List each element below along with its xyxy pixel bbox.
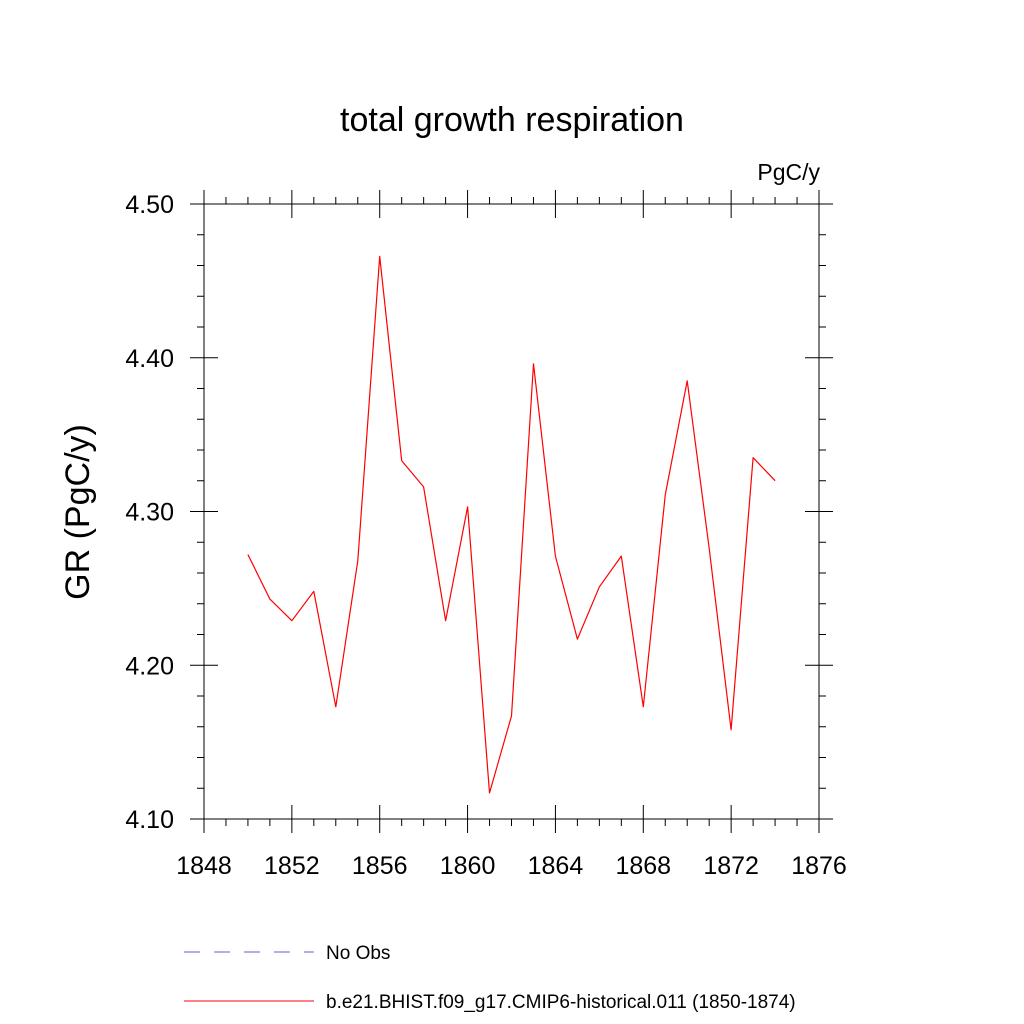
y-tick-label: 4.40 [125,345,174,373]
y-tick-label: 4.20 [125,652,174,680]
legend-label: b.e21.BHIST.f09_g17.CMIP6-historical.011… [326,992,796,1013]
legend-label: No Obs [326,943,390,964]
chart-title: total growth respiration [340,101,684,139]
x-tick-label: 1856 [352,852,408,880]
plot-frame [203,203,820,820]
legend: No Obs b.e21.BHIST.f09_g17.CMIP6-historic… [184,943,796,1013]
units-label: PgC/y [757,159,820,185]
y-tick-label: 4.30 [125,499,174,527]
plot-area: 1848 1852 1856 1860 1864 1868 1872 1876 4.10 4.20… [125,190,847,880]
x-tick-label: 1864 [528,852,584,880]
x-tick-label: 1852 [264,852,320,880]
x-tick-label: 1868 [615,852,671,880]
y-tick-label: 4.10 [125,806,174,834]
y-tick-label: 4.50 [125,191,174,219]
x-tick-label: 1848 [176,852,232,880]
y-axis-label: GR (PgC/y) [59,424,97,600]
x-tick-label: 1860 [440,852,496,880]
series-line [247,255,776,794]
x-tick-label: 1872 [703,852,759,880]
x-tick-label: 1876 [791,852,847,880]
